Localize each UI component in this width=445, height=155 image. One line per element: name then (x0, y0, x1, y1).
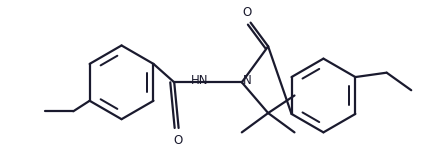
Text: N: N (243, 74, 251, 87)
Text: HN: HN (191, 74, 208, 87)
Text: O: O (173, 134, 182, 147)
Text: O: O (243, 6, 252, 19)
